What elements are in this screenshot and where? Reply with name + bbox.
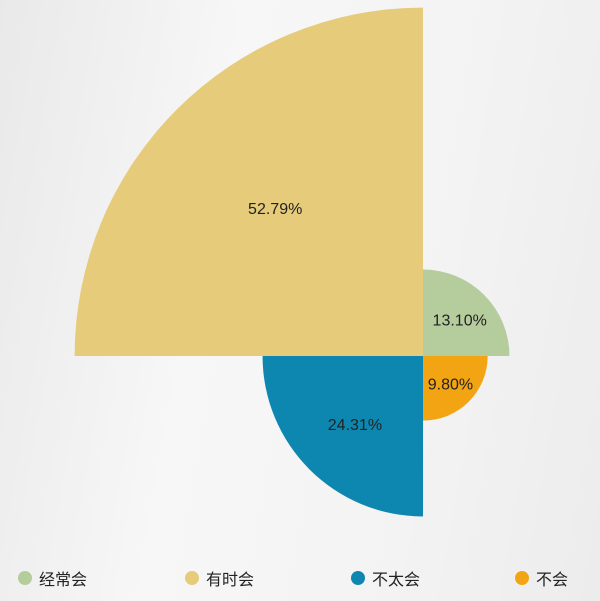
data-label: 24.31%: [328, 417, 382, 434]
data-label: 13.10%: [433, 312, 487, 329]
rose-chart: 13.10% 9.80% 24.31% 52.79%: [74, 7, 510, 517]
rose-sector[interactable]: [423, 269, 510, 356]
legend-dot: [18, 571, 32, 585]
legend-item-butaihui[interactable]: 不太会: [351, 566, 420, 590]
legend-label: 不会: [536, 570, 569, 589]
legend-item-youshihui[interactable]: 有时会: [185, 566, 254, 590]
legend-item-buhui[interactable]: 不会: [515, 566, 568, 590]
data-label: 9.80%: [428, 376, 473, 393]
rose-sector[interactable]: [262, 356, 423, 517]
legend: 经常会 有时会 不太会 不会: [0, 566, 600, 590]
legend-dot: [185, 571, 199, 585]
legend-dot: [515, 571, 529, 585]
rose-sector[interactable]: [74, 7, 423, 357]
legend-label: 经常会: [39, 570, 88, 589]
data-label: 52.79%: [248, 201, 302, 218]
rose-sector[interactable]: [423, 356, 488, 421]
legend-item-jingchanghui[interactable]: 经常会: [18, 566, 87, 590]
legend-label: 有时会: [206, 570, 255, 589]
legend-dot: [351, 571, 365, 585]
legend-label: 不太会: [372, 570, 421, 589]
